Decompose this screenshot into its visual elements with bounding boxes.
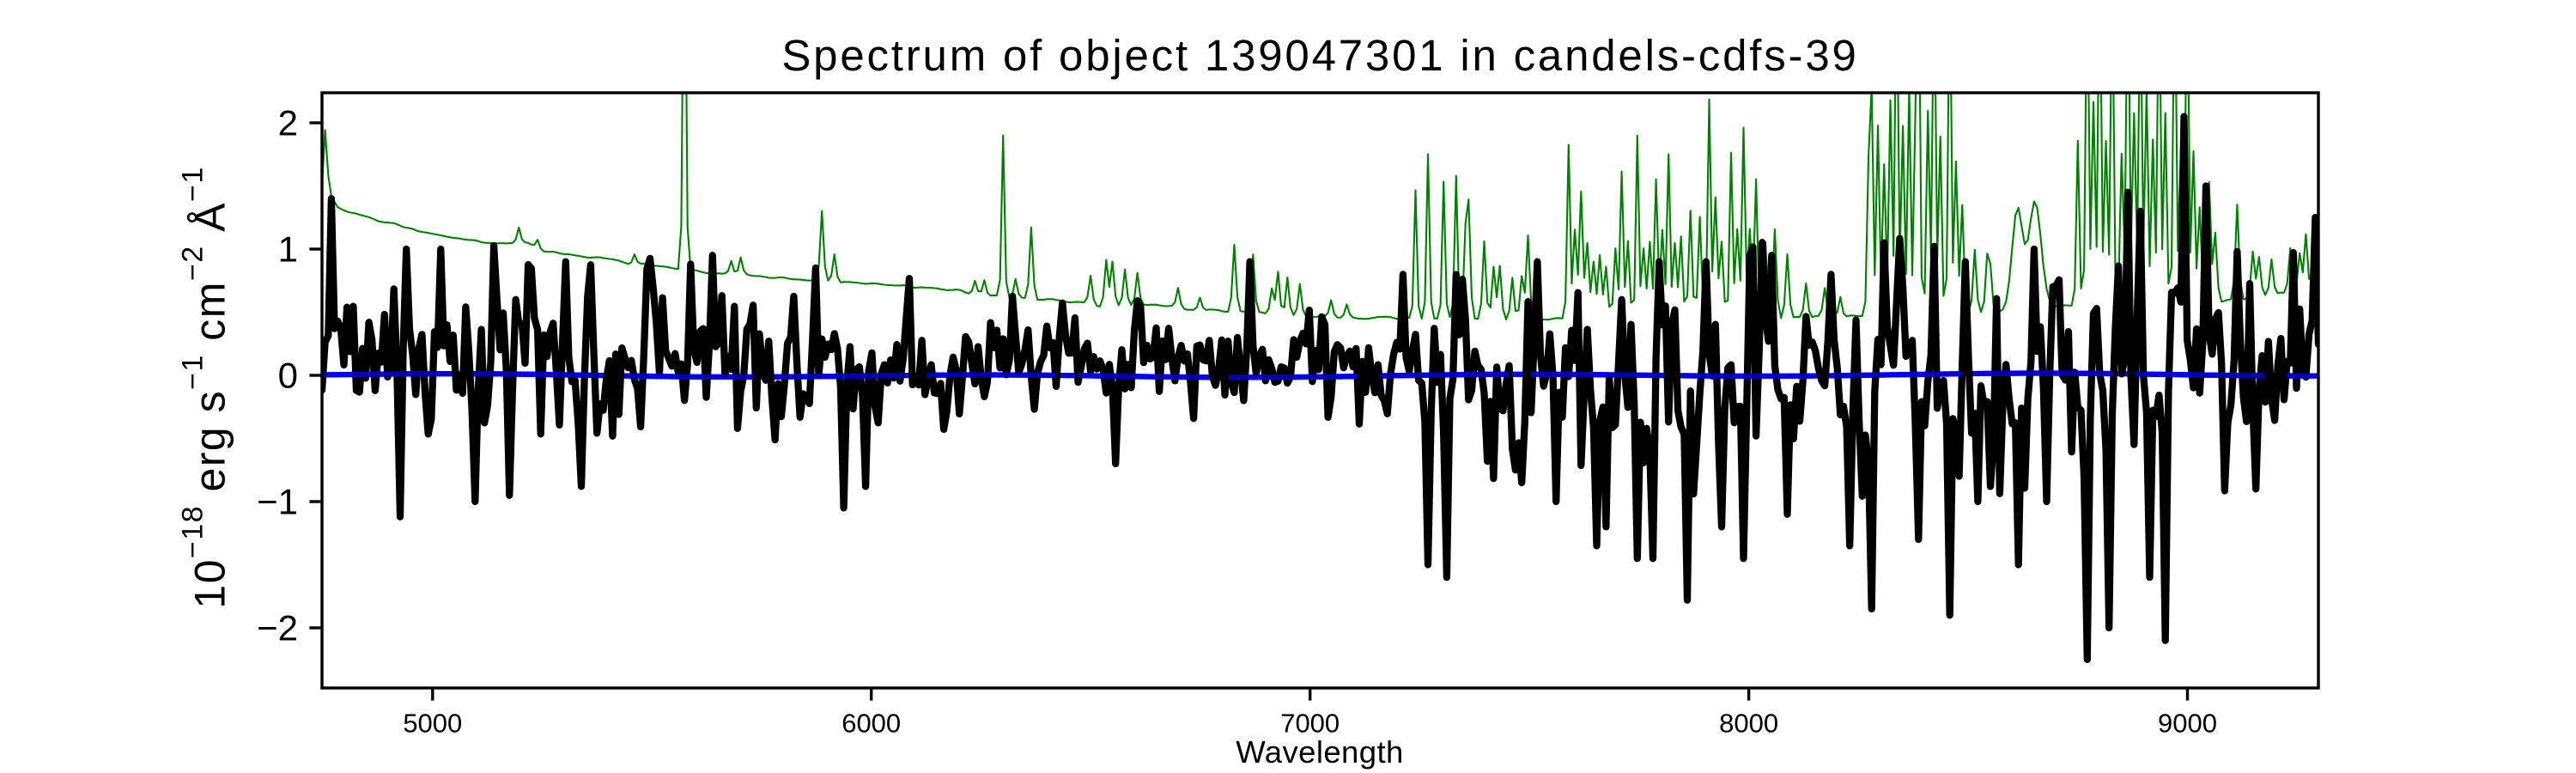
svg-text:−1: −1: [257, 482, 298, 522]
svg-text:Spectrum of object 139047301 i: Spectrum of object 139047301 in candels-…: [781, 31, 1858, 80]
svg-text:7000: 7000: [1280, 709, 1340, 739]
svg-text:0: 0: [278, 356, 298, 396]
svg-text:−2: −2: [257, 608, 298, 648]
svg-text:1: 1: [278, 229, 298, 270]
svg-text:2: 2: [278, 103, 298, 143]
svg-text:9000: 9000: [2158, 709, 2217, 739]
svg-text:Wavelength: Wavelength: [1236, 734, 1403, 770]
svg-text:5000: 5000: [403, 709, 462, 739]
svg-text:8000: 8000: [1719, 709, 1778, 739]
svg-text:6000: 6000: [841, 709, 901, 739]
